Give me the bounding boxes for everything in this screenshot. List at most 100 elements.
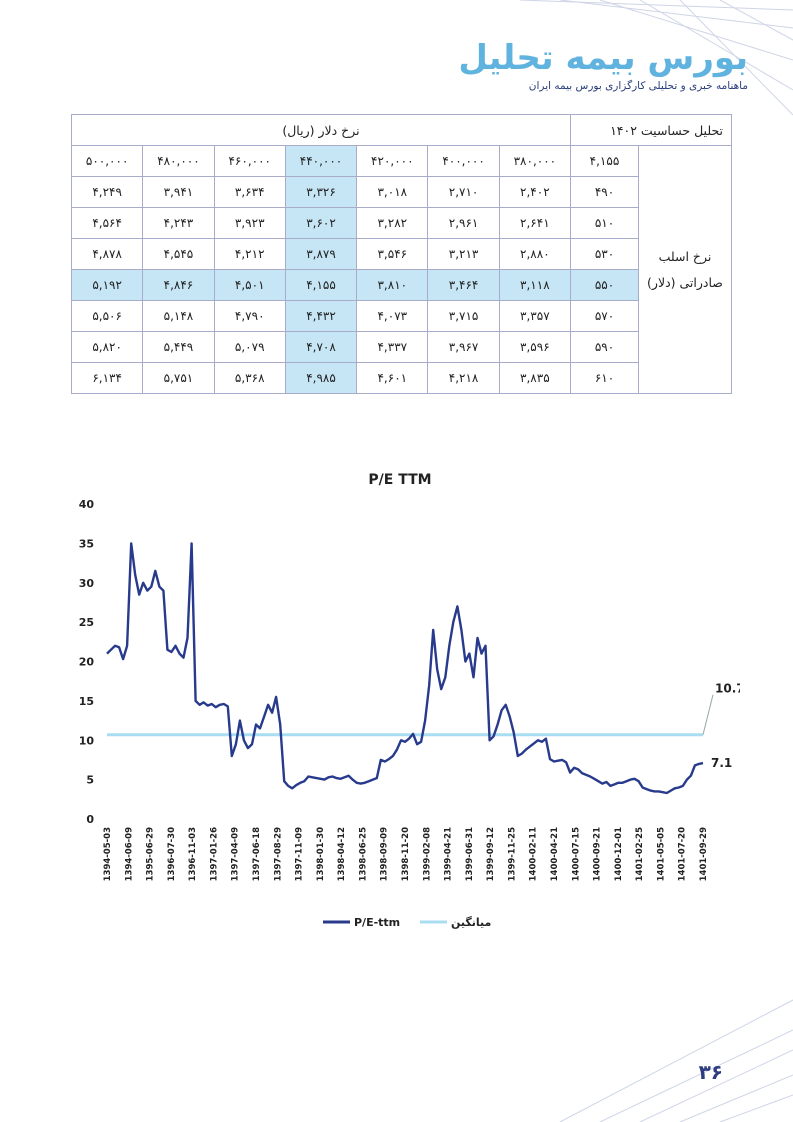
y-tick-label: 35 — [79, 537, 94, 550]
table-cell: ۴,۷۹۰ — [213, 300, 286, 332]
x-tick-label: 1398-04-12 — [337, 827, 347, 881]
y-tick-label: 15 — [79, 695, 94, 708]
table-cell: ۵,۱۹۲ — [70, 269, 144, 301]
x-tick-label: 1401-02-25 — [635, 827, 645, 881]
table-cell: ۵,۴۴۹ — [142, 331, 215, 363]
x-tick-label: 1401-09-29 — [699, 827, 709, 881]
x-tick-label: 1400-09-21 — [593, 827, 603, 881]
table-row: ۴۹۰ ۲,۴۰۲ ۲,۷۱۰ ۳,۰۱۸ ۳,۳۲۶ ۳,۶۳۴ ۳,۹۴۱ ۴,۲۴۹ — [70, 176, 732, 208]
x-tick-label: 1399-09-12 — [486, 827, 496, 881]
table-row: ۵۳۰ ۲,۸۸۰ ۳,۲۱۳ ۳,۵۴۶ ۳,۸۷۹ ۴,۲۱۲ ۴,۵۴۵ ۴,۸۷۸ — [70, 238, 732, 270]
table-cell: ۳,۴۶۴ — [427, 269, 500, 301]
x-tick-label: 1398-01-30 — [316, 827, 326, 881]
table-cell: ۶,۱۳۴ — [70, 362, 144, 394]
table-cell: ۳,۶۳۴ — [213, 176, 286, 208]
legend-label-average: میانگین — [451, 916, 491, 929]
x-tick-label: 1400-04-21 — [550, 827, 560, 881]
table-row: ۵۹۰ ۳,۵۹۶ ۳,۹۶۷ ۴,۳۳۷ ۴,۷۰۸ ۵,۰۷۹ ۵,۴۴۹ ۵,۸۲۰ — [70, 331, 732, 363]
y-tick-label: 20 — [79, 656, 95, 669]
x-tick-label: 1401-07-20 — [678, 827, 688, 881]
x-tick-label: 1394-05-03 — [103, 827, 113, 881]
table-cell: ۳,۰۱۸ — [356, 176, 429, 208]
x-tick-label: 1396-11-03 — [188, 827, 198, 881]
column-header: ۴۴۰,۰۰۰ — [284, 145, 358, 177]
brand-title: بورس بیمه تحلیل — [458, 38, 748, 78]
table-cell: ۳,۱۱۸ — [498, 269, 572, 301]
table-cell: ۳,۵۹۶ — [498, 331, 572, 363]
table-cell: ۵,۵۰۶ — [70, 300, 144, 332]
average-annotation: 10.7 — [715, 682, 740, 696]
table-cell: ۵,۸۲۰ — [70, 331, 144, 363]
row-header: ۵۳۰ — [570, 238, 639, 270]
column-header: ۴۸۰,۰۰۰ — [142, 145, 215, 177]
brand-subtitle: ماهنامه خبری و تحلیلی کارگزاری بورس بیمه… — [528, 80, 748, 92]
row-header: ۵۱۰ — [570, 207, 639, 239]
x-tick-label: 1394-06-09 — [124, 827, 134, 881]
page-number: ۳۶ — [698, 1060, 723, 1084]
table-row: ۵۵۰ ۳,۱۱۸ ۳,۴۶۴ ۳,۸۱۰ ۴,۱۵۵ ۴,۵۰۱ ۴,۸۴۶ ۵,۱۹۲ — [70, 269, 732, 301]
x-tick-label: 1398-11-20 — [401, 827, 411, 881]
column-group-label: نرخ دلار (ریال) — [71, 114, 571, 146]
x-tick-label: 1400-02-11 — [529, 827, 539, 881]
table-cell: ۳,۳۲۶ — [284, 176, 358, 208]
table-cell: ۳,۳۵۷ — [498, 300, 572, 332]
table-cell: ۴,۲۴۳ — [142, 207, 215, 239]
row-header: ۵۷۰ — [570, 300, 639, 332]
annotation-leader-line — [702, 694, 714, 735]
column-header: ۵۰۰,۰۰۰ — [70, 145, 144, 177]
table-cell: ۴,۹۸۵ — [284, 362, 358, 394]
column-header: ۴۶۰,۰۰۰ — [213, 145, 286, 177]
row-header: ۵۹۰ — [570, 331, 639, 363]
table-cell: ۴,۲۱۲ — [213, 238, 286, 270]
pe-ttm-chart: P/E TTM 0 5 10 15 20 25 30 35 40 1394-05-03 1394-06… — [79, 472, 740, 929]
chart-title: P/E TTM — [368, 472, 431, 488]
table-title: تحلیل حساسیت ۱۴۰۲ — [570, 114, 732, 146]
table-cell: ۳,۶۰۲ — [284, 207, 358, 239]
legend-label-pe: P/E-ttm — [354, 916, 400, 929]
row-header: ۵۵۰ — [570, 269, 639, 301]
table-cell: ۲,۶۴۱ — [498, 207, 572, 239]
x-tick-label: 1401-05-05 — [656, 827, 666, 881]
table-corner-value: ۴,۱۵۵ — [570, 145, 639, 177]
table-cell: ۴,۸۴۶ — [142, 269, 215, 301]
table-cell: ۳,۲۸۲ — [356, 207, 429, 239]
y-tick-label: 5 — [86, 774, 94, 787]
table-cell: ۳,۸۱۰ — [356, 269, 429, 301]
table-row: ۵۷۰ ۳,۳۵۷ ۳,۷۱۵ ۴,۰۷۳ ۴,۴۳۲ ۴,۷۹۰ ۵,۱۴۸ ۵,۵۰۶ — [70, 300, 732, 332]
column-header: ۴۲۰,۰۰۰ — [356, 145, 429, 177]
sensitivity-table: تحلیل حساسیت ۱۴۰۲ نرخ دلار (ریال) نرخ اس… — [70, 114, 733, 394]
x-tick-label: 1397-11-09 — [295, 827, 305, 881]
table-cell: ۴,۰۷۳ — [356, 300, 429, 332]
row-group-label: نرخ اسلب صادراتی (دلار) — [637, 145, 733, 394]
brand-header: بورس بیمه تحلیل ماهنامه خبری و تحلیلی کا… — [458, 38, 748, 92]
x-tick-label: 1399-06-31 — [465, 827, 475, 881]
table-cell: ۴,۷۰۸ — [284, 331, 358, 363]
table-cell: ۳,۵۴۶ — [356, 238, 429, 270]
table-cell: ۵,۱۴۸ — [142, 300, 215, 332]
row-header: ۶۱۰ — [570, 362, 639, 394]
x-tick-label: 1395-06-29 — [146, 827, 156, 881]
table-cell: ۵,۷۵۱ — [142, 362, 215, 394]
table-cell: ۳,۹۴۱ — [142, 176, 215, 208]
column-header: ۴۰۰,۰۰۰ — [427, 145, 500, 177]
x-tick-label: 1399-02-08 — [422, 827, 432, 881]
table-cell: ۳,۹۶۷ — [427, 331, 500, 363]
table-cell: ۴,۴۳۲ — [284, 300, 358, 332]
table-cell: ۴,۵۶۴ — [70, 207, 144, 239]
table-cell: ۳,۲۱۳ — [427, 238, 500, 270]
table-cell: ۴,۲۴۹ — [70, 176, 144, 208]
table-cell: ۵,۰۷۹ — [213, 331, 286, 363]
table-cell: ۲,۴۰۲ — [498, 176, 572, 208]
x-tick-label: 1397-06-18 — [252, 827, 262, 881]
column-header: ۳۸۰,۰۰۰ — [498, 145, 572, 177]
x-tick-label: 1399-04-21 — [444, 827, 454, 881]
table-cell: ۴,۲۱۸ — [427, 362, 500, 394]
x-tick-label: 1397-01-26 — [209, 827, 219, 881]
y-tick-label: 10 — [79, 734, 95, 747]
table-cell: ۳,۸۳۵ — [498, 362, 572, 394]
table-cell: ۲,۹۶۱ — [427, 207, 500, 239]
x-tick-label: 1398-09-09 — [380, 827, 390, 881]
table-cell: ۴,۱۵۵ — [284, 269, 358, 301]
x-tick-label: 1397-08-29 — [273, 827, 283, 881]
table-cell: ۳,۹۲۳ — [213, 207, 286, 239]
